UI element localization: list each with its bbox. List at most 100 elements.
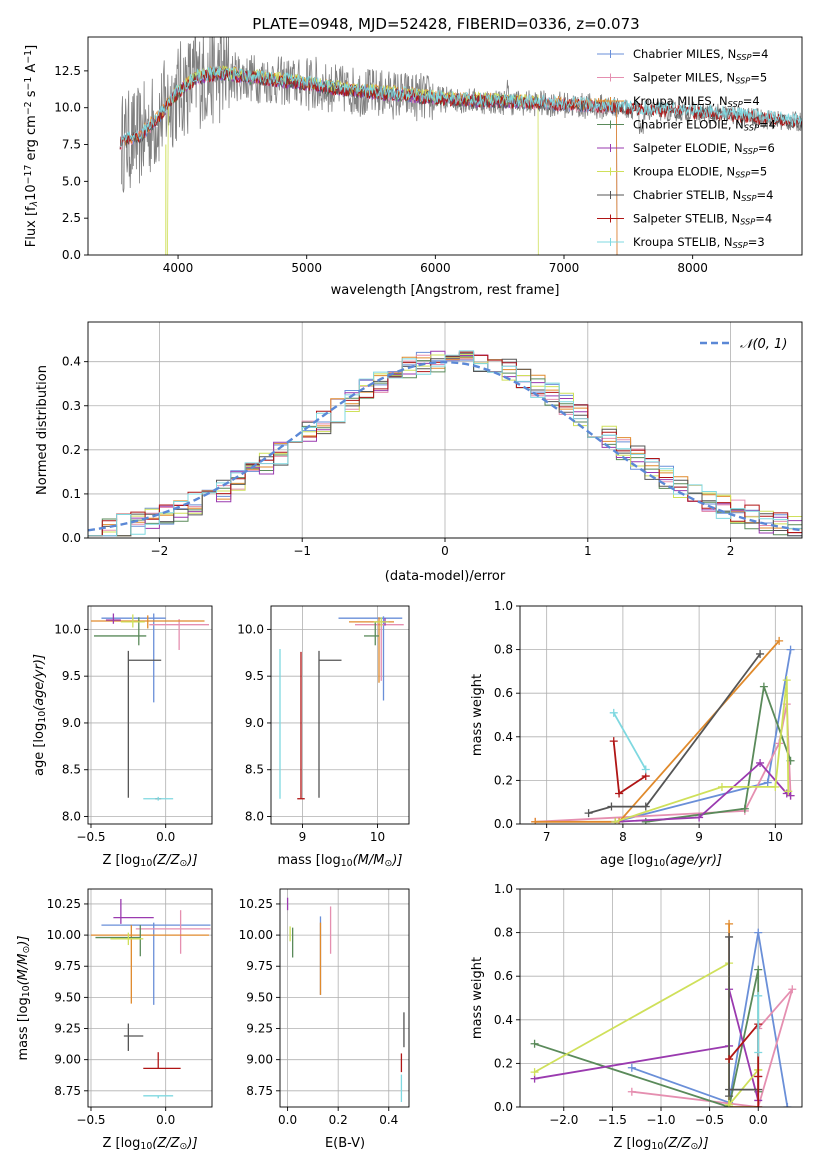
y-axis-label-part: mass [log	[16, 997, 31, 1060]
kroupa_stelib-weight-line	[612, 712, 647, 770]
y-axis-label-part: ⊙	[21, 946, 32, 954]
salpeter_miles-weight-line	[631, 988, 794, 1107]
legend-entry-part: =5	[750, 165, 767, 179]
y-tick-label: 10.25	[47, 897, 81, 911]
legend-entry: Salpeter ELODIE, NSSP=6	[633, 141, 775, 156]
age_vs_mass-frame	[270, 605, 410, 825]
x-axis-label-part: age [log	[600, 853, 653, 868]
x-tick-label: 8	[619, 830, 627, 844]
kroupa_stelib-weight-marker	[641, 765, 650, 774]
y-tick-label: 8.75	[246, 1084, 273, 1098]
x-tick-label: 8000	[677, 261, 708, 275]
legend-entry-part: =4	[751, 47, 768, 61]
chabrier_miles-weight-marker	[786, 645, 795, 654]
legend-entry: Chabrier STELIB, NSSP=4	[633, 188, 773, 203]
kroupa_elodie-weight-marker	[725, 1100, 734, 1107]
y-axis-label: Flux [fλ10−17 erg cm−2 s−1 A−1]	[23, 45, 40, 247]
kroupa_elodie-weight-marker	[717, 782, 726, 791]
x-tick-label: 10	[768, 830, 783, 844]
x-tick-label: 7000	[549, 261, 580, 275]
salpeter_elodie-weight-line	[534, 989, 760, 1101]
spectrum-panel: 4000 5000 6000 7000 8000 0.0 2.5 5.0 7.5 10.0 12.5…	[23, 36, 803, 298]
y-tick-label: 9.25	[246, 1022, 273, 1036]
y-tick-label: 1.0	[494, 882, 513, 896]
x-axis-label-part: )]	[186, 1136, 197, 1151]
x-axis-label: wavelength [Angstrom, rest frame]	[331, 283, 560, 298]
chabrier_miles-weight-marker	[754, 928, 763, 937]
legend-entry-part: =4	[755, 212, 772, 226]
chabrier_stelib-weight-marker	[756, 649, 765, 658]
x-axis-label-part: Z [log	[102, 853, 140, 868]
chabrier_stelib-weight-marker	[584, 809, 593, 818]
mass_vs_EBV-frame	[279, 888, 410, 1108]
kroupa_elodie-weight-marker	[771, 782, 780, 791]
kroupa_stelib-weight-marker	[754, 991, 763, 1000]
y-axis-label-part: λ	[29, 201, 40, 208]
weight_vs_age-frame	[519, 605, 803, 825]
legend-entry-part: =4	[743, 94, 760, 108]
y-tick-label: 0.4	[494, 730, 513, 744]
chabrier_elodie-weight-marker	[641, 817, 650, 824]
legend-entry: Kroupa ELODIE, NSSP=5	[633, 165, 767, 180]
x-axis-label-part: (age/yr)]	[665, 853, 722, 868]
x-axis-label-part: 10	[140, 858, 152, 869]
y-tick-label: 0.2	[494, 1056, 513, 1070]
x-tick-label: 10	[370, 830, 385, 844]
y-tick-label: 7.5	[62, 138, 81, 152]
y-tick-label: 10.0	[54, 101, 81, 115]
x-axis-label: E(B-V)	[325, 1136, 365, 1151]
y-tick-label: 9.75	[54, 959, 81, 973]
age_vs_mass-grid	[271, 606, 409, 824]
x-tick-label: 0.0	[749, 1113, 768, 1127]
y-tick-label: 0.0	[62, 248, 81, 262]
y-tick-label: 0.4	[494, 1013, 513, 1027]
y-tick-label: 9.50	[54, 990, 81, 1004]
legend-entry-part: SSP	[735, 76, 750, 86]
mass_vs_EBV-grid	[280, 889, 409, 1107]
x-axis-label: Z [log10(Z/Z⊙)]	[102, 1136, 197, 1152]
chabrier_stelib-weight-marker	[725, 932, 734, 941]
weight_vs_Z-panel: −2.0 −1.5 −1.0 −0.5 0.0 0.0 0.2 0.4 0.6 0.8 1.0 Z […	[470, 882, 803, 1152]
chabrier_stelib-weight-line	[588, 653, 761, 814]
y-tick-label: 0.1	[62, 487, 81, 501]
x-axis-label: (data-model)/error	[385, 569, 506, 584]
y-axis-label: mass weight	[470, 957, 485, 1039]
mass_vs_Z-plot-area	[90, 898, 211, 1099]
y-axis-label-part: −2	[23, 101, 34, 115]
chabrier_miles-weight-marker	[627, 1063, 636, 1072]
chabrier_miles-weight-line	[631, 932, 789, 1107]
x-axis-label: mass [log10(M/M⊙)]	[278, 853, 403, 869]
legend-entry: Chabrier ELODIE, NSSP=4	[633, 118, 776, 133]
spectrum-plot-area	[119, 37, 802, 255]
mass_vs_EBV-panel: 0.0 0.2 0.4 8.75 9.00 9.25 9.50 9.75 10.00 10.25 E…	[239, 888, 410, 1151]
y-tick-label: 8.5	[62, 763, 81, 777]
y-tick-label: 0.4	[62, 355, 81, 369]
y-tick-label: 0.8	[494, 926, 513, 940]
age_vs_Z-panel: −0.5 0.08.08.59.09.510.0Z [log10(Z/Z⊙)]ag…	[32, 605, 213, 869]
x-axis-label-part: ⊙	[384, 858, 392, 869]
legend-entry-normal: 𝒩(0, 1)	[740, 337, 787, 352]
x-axis-label: Z [log10(Z/Z⊙)]	[102, 853, 197, 869]
x-tick-label: 0.0	[156, 1113, 175, 1127]
kroupa_miles-weight-line	[535, 640, 780, 823]
weight_vs_Z-plot-area	[530, 919, 797, 1107]
legend-entry-part: SSP	[733, 240, 748, 250]
mass_vs_EBV-plot-area	[286, 897, 405, 1103]
y-tick-label: 0.8	[494, 643, 513, 657]
x-tick-label: 0.4	[379, 1113, 398, 1127]
legend-entry-part: SSP	[736, 52, 751, 62]
kroupa_elodie-weight-marker	[782, 676, 791, 685]
x-tick-label: 5000	[291, 261, 322, 275]
x-axis-label-part: 10	[341, 858, 353, 869]
y-tick-label: 9.5	[62, 669, 81, 683]
kroupa_stelib-weight-marker	[754, 1048, 763, 1057]
residual_hist-plot-area	[88, 350, 802, 537]
salpeter_stelib-weight-marker	[609, 737, 618, 746]
chabrier_elodie-weight-marker	[530, 1039, 539, 1048]
legend-entry-part: =4	[759, 118, 776, 132]
x-tick-label: −0.5	[76, 1113, 105, 1127]
legend-entry-part: Chabrier MILES, N	[633, 47, 736, 61]
y-tick-label: 1.0	[494, 599, 513, 613]
y-axis-label-part: erg cm	[24, 115, 39, 164]
